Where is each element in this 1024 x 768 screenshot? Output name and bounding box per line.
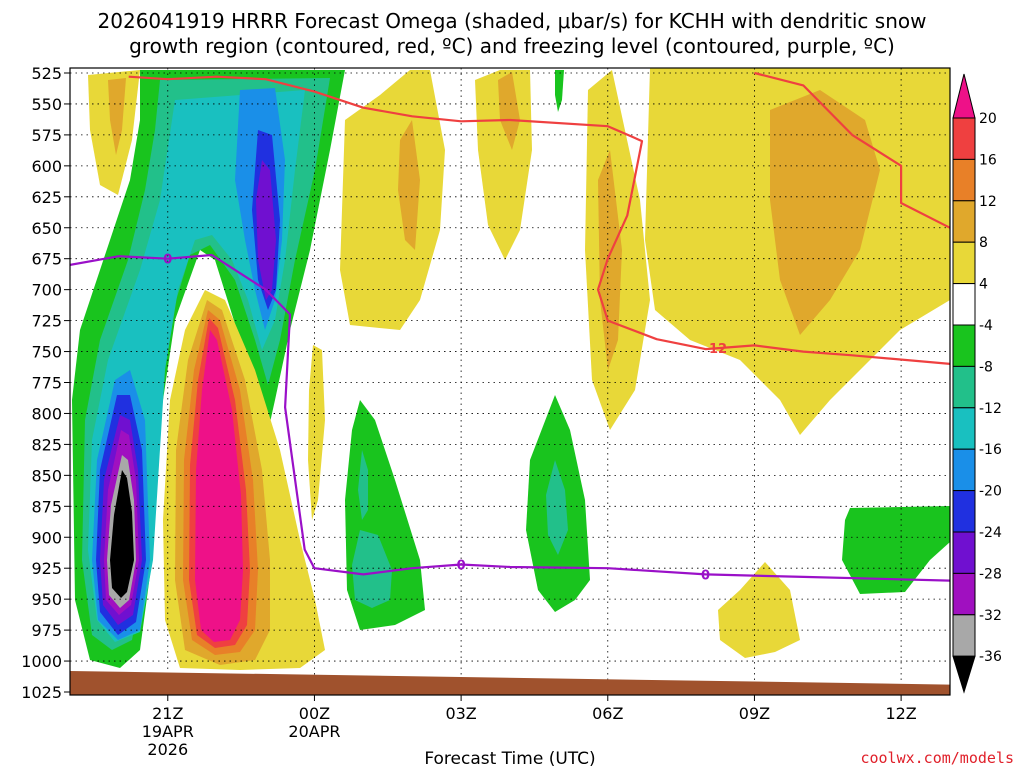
omega-area-top-yellow-1 bbox=[340, 70, 445, 330]
contour-labels: 0 0 0 -12 bbox=[163, 253, 728, 584]
y-axis: 525 550 575 600 625 650 675 700 725 750 775 800 825 8… bbox=[21, 64, 70, 702]
omega-area-top-orange-2 bbox=[498, 72, 520, 150]
y-tick-label: 550 bbox=[31, 95, 62, 114]
colorbar-arrow-top bbox=[952, 73, 976, 119]
omega-area-small-yellow-mid bbox=[308, 345, 325, 520]
colorbar-label: 12 bbox=[979, 194, 997, 210]
y-tick-label: 775 bbox=[31, 374, 62, 393]
omega-area-upper-right-8to12 bbox=[770, 90, 880, 335]
colorbar-label: -16 bbox=[979, 442, 1002, 458]
colorbar-bin bbox=[952, 283, 976, 326]
colorbar-bin bbox=[952, 448, 976, 492]
y-tick-label: 900 bbox=[31, 528, 62, 547]
terrain bbox=[70, 670, 950, 695]
colorbar-label: -36 bbox=[979, 649, 1002, 665]
y-tick-label: 850 bbox=[31, 466, 62, 485]
y-tick-label: 1000 bbox=[21, 652, 62, 671]
contour-line-2 bbox=[754, 71, 950, 230]
y-tick-label: 700 bbox=[31, 281, 62, 300]
y-tick-label: 950 bbox=[31, 590, 62, 609]
y-tick-label: 625 bbox=[31, 188, 62, 207]
x-tick-label: 21Z bbox=[152, 704, 183, 723]
omega-area-main-ascent-minus36 bbox=[110, 470, 134, 598]
y-tick-label: 825 bbox=[31, 435, 62, 454]
omega-area-descent-over20 bbox=[195, 330, 243, 642]
colorbar-bin bbox=[952, 117, 976, 160]
y-tick-label: 750 bbox=[31, 343, 62, 362]
colorbar-label: -20 bbox=[979, 484, 1002, 500]
x-tick-year: 2026 bbox=[147, 740, 188, 759]
y-tick-label: 575 bbox=[31, 126, 62, 145]
contour-label: 0 bbox=[163, 253, 172, 268]
colorbar-label: -28 bbox=[979, 566, 1002, 582]
colorbar-bin bbox=[952, 490, 976, 533]
omega-area-lower-ascent-05z-minus8 bbox=[546, 460, 568, 555]
colorbar-label: -32 bbox=[979, 608, 1002, 624]
x-tick-label: 00Z bbox=[299, 704, 330, 723]
x-axis-label: Forecast Time (UTC) bbox=[424, 749, 595, 768]
x-tick-date: 19APR bbox=[142, 722, 194, 741]
colorbar-bin bbox=[952, 365, 976, 409]
y-tick-label: 875 bbox=[31, 497, 62, 516]
colorbar-label: -8 bbox=[979, 359, 993, 375]
x-tick-label: 03Z bbox=[445, 704, 476, 723]
chart-title-line2: growth region (contoured, red, ºC) and f… bbox=[129, 34, 895, 58]
x-tick-label: 12Z bbox=[885, 704, 916, 723]
omega-area-06z-8to12 bbox=[598, 150, 622, 370]
colorbar-bin bbox=[952, 200, 976, 243]
contour-label: 0 bbox=[701, 568, 710, 583]
contours bbox=[70, 71, 950, 582]
colorbar-bin bbox=[952, 324, 976, 367]
colorbar-bin bbox=[952, 614, 976, 657]
contour-label: -12 bbox=[704, 342, 728, 357]
colorbar-label: -4 bbox=[979, 318, 993, 334]
x-tick-label: 06Z bbox=[592, 704, 623, 723]
chart-title-line1: 2026041919 HRRR Forecast Omega (shaded, … bbox=[98, 9, 927, 33]
colorbar-label: -12 bbox=[979, 401, 1002, 417]
omega-area-lower-yellow-09z bbox=[718, 562, 800, 658]
x-tick-date: 20APR bbox=[288, 722, 340, 741]
omega-shading bbox=[72, 68, 950, 670]
colorbar-label: 4 bbox=[979, 277, 988, 293]
colorbar-bin bbox=[952, 531, 976, 574]
y-tick-label: 650 bbox=[31, 219, 62, 238]
colorbar-arrow-bottom bbox=[952, 655, 976, 694]
colorbar-label: 8 bbox=[979, 235, 988, 251]
omega-area-top-orange-1 bbox=[398, 120, 420, 250]
y-tick-label: 975 bbox=[31, 621, 62, 640]
y-tick-label: 925 bbox=[31, 559, 62, 578]
y-tick-label: 1025 bbox=[21, 683, 62, 702]
omega-area-left-top-orange bbox=[108, 78, 126, 155]
plot-frame bbox=[69, 67, 951, 696]
colorbar-bin bbox=[952, 407, 976, 450]
colorbar-label: 16 bbox=[979, 152, 997, 168]
y-tick-label: 525 bbox=[31, 64, 62, 83]
y-tick-label: 675 bbox=[31, 250, 62, 269]
y-tick-label: 600 bbox=[31, 157, 62, 176]
contour-label: 0 bbox=[457, 558, 466, 573]
colorbar-bin bbox=[952, 241, 976, 285]
colorbar: 20 16 12 8 4 -4 -8 -12 -16 -20 -24 -28 -32 -36 bbox=[952, 73, 1002, 694]
credit-text: coolwx.com/models bbox=[860, 749, 1014, 767]
colorbar-label: -24 bbox=[979, 525, 1002, 541]
contour-line-1 bbox=[128, 75, 950, 365]
omega-area-lower-ascent-12z-minus4 bbox=[842, 506, 950, 594]
colorbar-bin bbox=[952, 572, 976, 616]
colorbar-bin bbox=[952, 158, 976, 202]
contour-line-0 bbox=[70, 253, 950, 582]
y-tick-label: 725 bbox=[31, 312, 62, 331]
y-tick-label: 800 bbox=[31, 404, 62, 423]
x-tick-label: 09Z bbox=[739, 704, 770, 723]
terrain-fill bbox=[70, 670, 950, 695]
omega-area-main-ascent-minus20 bbox=[96, 130, 280, 635]
colorbar-label: 20 bbox=[979, 111, 997, 127]
omega-area-small-green bbox=[555, 70, 564, 112]
